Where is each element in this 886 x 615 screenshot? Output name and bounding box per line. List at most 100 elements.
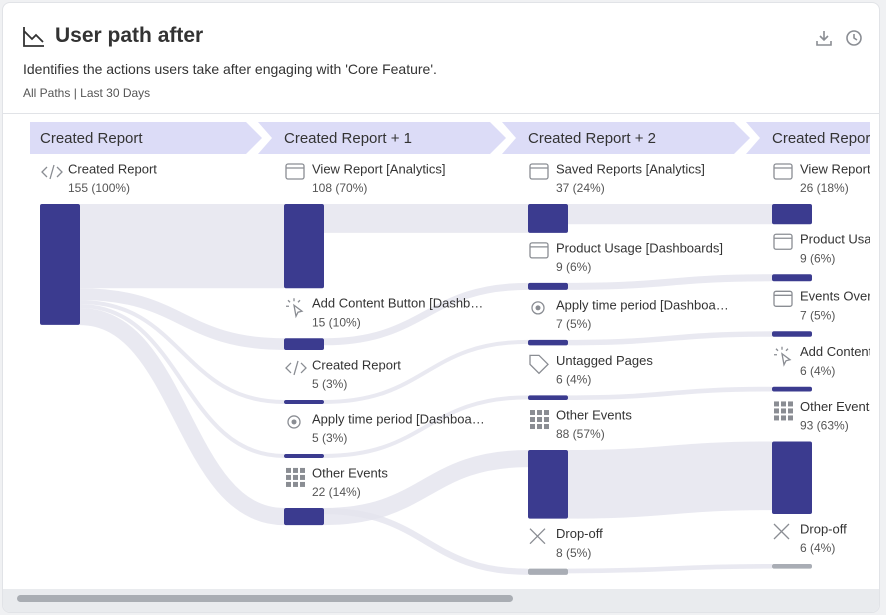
icon (774, 415, 779, 421)
node-value: 6 (4%) (800, 364, 835, 378)
path-chart-body: Created Report Created Report 155 (100%) Cr… (30, 122, 872, 575)
node-label: Drop-off (556, 526, 603, 541)
icon (530, 410, 535, 416)
node-bar (528, 395, 568, 401)
flow (323, 395, 529, 458)
node-label: Add Content Button [Dashb… (312, 296, 483, 311)
chart-icon (23, 27, 44, 47)
node-label: Other Events (556, 407, 632, 422)
node-label: Drop-off (800, 521, 847, 536)
node-bar (772, 386, 812, 392)
icon (529, 163, 549, 180)
node-label: Events Overv (800, 289, 872, 304)
node-value: 155 (100%) (68, 181, 130, 195)
flow (567, 386, 773, 401)
icon (41, 164, 63, 180)
node-label: Created Report (312, 357, 401, 372)
icon (530, 424, 535, 430)
node-bar (528, 282, 568, 290)
scrollbar-track (3, 589, 879, 612)
flow (567, 331, 773, 346)
divider (3, 113, 879, 114)
column-header (746, 122, 870, 154)
icon (286, 467, 291, 473)
icon (773, 233, 793, 250)
icon (544, 417, 549, 423)
subtitle: Identifies the actions users take after … (23, 61, 437, 77)
node-value: 6 (4%) (556, 373, 591, 387)
icon (535, 305, 541, 311)
column-title: Created Report + 2 (528, 130, 656, 147)
icon (291, 419, 297, 425)
node-bar (772, 204, 812, 225)
node-label: Created Report (68, 161, 157, 176)
icon (293, 474, 298, 480)
icon (773, 163, 793, 180)
node-value: 9 (6%) (556, 260, 591, 274)
node-value: 93 (63%) (800, 419, 849, 433)
icon (788, 401, 793, 407)
column-title: Created Report (772, 130, 872, 147)
node-label: Saved Reports [Analytics] (556, 161, 705, 176)
node-bar (528, 450, 568, 519)
node-value: 37 (24%) (556, 181, 605, 195)
node-bar (772, 563, 812, 569)
icon (774, 346, 792, 367)
column-title: Created Report (40, 130, 143, 147)
node-value: 5 (3%) (312, 377, 347, 391)
node-label: Apply time period [Dashboa… (312, 411, 485, 426)
flow (79, 303, 285, 458)
flow (567, 274, 773, 290)
node-bar (284, 338, 324, 350)
flow (79, 307, 285, 526)
icon (286, 481, 291, 487)
node-bar (772, 331, 812, 337)
column-header (502, 122, 750, 154)
icon (285, 360, 307, 376)
icon (300, 467, 305, 473)
flow (567, 441, 773, 519)
node-label: Other Events (800, 399, 872, 414)
icon (300, 481, 305, 487)
icon (781, 401, 786, 407)
node-value: 88 (57%) (556, 427, 605, 441)
icon (788, 415, 793, 421)
icon (774, 408, 779, 414)
scrollbar-thumb[interactable] (17, 595, 513, 602)
node-label: View Report [Analytics] (312, 161, 445, 176)
path-chart: Created Report Created Report 155 (100%) Cr… (30, 122, 872, 575)
node-value: 9 (6%) (800, 251, 835, 265)
icon (530, 417, 535, 423)
icon (537, 417, 542, 423)
icon (544, 424, 549, 430)
history-button[interactable] (845, 29, 863, 47)
icon (781, 408, 786, 414)
node-label: Product Usage [Dashboards] (556, 240, 723, 255)
icon (285, 163, 305, 180)
node-bar (772, 274, 812, 282)
icon (287, 415, 301, 429)
node-value: 15 (10%) (312, 315, 361, 329)
node-bar (772, 441, 812, 514)
flow (323, 507, 529, 575)
node-label: Untagged Pages (556, 353, 653, 368)
node-bar (528, 339, 568, 346)
flow (79, 288, 285, 350)
download-button[interactable] (815, 29, 833, 47)
node-value: 8 (5%) (556, 546, 591, 560)
node-label: Other Events (312, 465, 388, 480)
node-bar (284, 507, 324, 526)
column-header (30, 122, 262, 154)
node-label: Add Content (800, 344, 872, 359)
node-value: 6 (4%) (800, 541, 835, 555)
icon (529, 354, 549, 375)
flows (79, 203, 773, 575)
icon (286, 298, 304, 319)
icon (773, 523, 790, 540)
flow (323, 339, 529, 404)
node-value: 108 (70%) (312, 181, 367, 195)
icon (293, 481, 298, 487)
node-bar (284, 399, 324, 404)
node-value: 22 (14%) (312, 485, 361, 499)
filters: All Paths | Last 30 Days (23, 86, 151, 100)
